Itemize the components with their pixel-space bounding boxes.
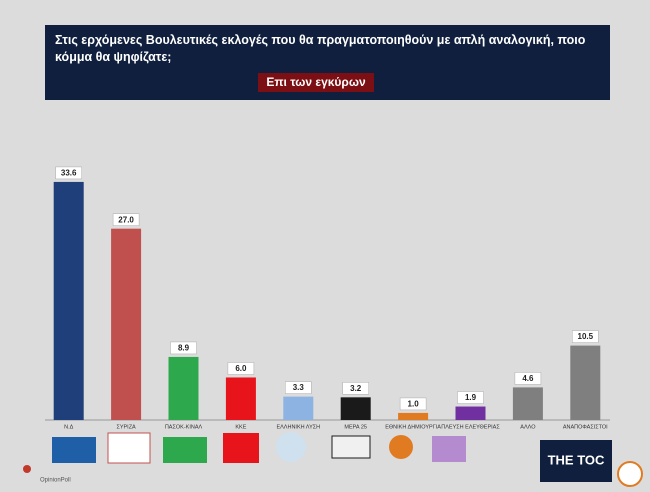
value-label: 1.9 <box>465 393 477 402</box>
x-tick-label: ΜΕΡΑ 25 <box>344 424 367 430</box>
chart-subtitle: Επι των εγκύρων <box>266 75 366 89</box>
value-label-box <box>399 397 427 411</box>
bar <box>53 181 84 420</box>
source-logo <box>23 465 31 473</box>
x-tick-label: ΠΛΕΥΣΗ ΕΛΕΥΘΕΡΙΑΣ <box>441 424 500 430</box>
bar <box>455 406 486 420</box>
zoom-icon[interactable] <box>617 461 643 487</box>
chart-title: Στις ερχόμενες Βουλευτικές εκλογές που θ… <box>55 33 586 64</box>
bar <box>111 228 142 420</box>
x-tick-label: ΑΛΛΟ <box>520 424 536 430</box>
value-label-box <box>112 213 140 226</box>
value-label-box <box>227 362 255 375</box>
x-tick-label: ΠΑΣΟΚ-ΚΙΝΑΛ <box>165 424 203 430</box>
value-label-box <box>55 166 82 180</box>
x-tick-label: ΕΛΛΗΝΙΚΗ ΛΥΣΗ <box>276 424 320 430</box>
value-label: 33.6 <box>61 169 77 178</box>
value-label-box <box>285 381 312 394</box>
logo <box>331 435 371 459</box>
bar <box>225 377 256 420</box>
logo <box>223 433 259 463</box>
bar <box>512 387 543 420</box>
bar <box>570 345 601 420</box>
publisher: THE TOC <box>548 452 605 467</box>
bar <box>340 397 371 420</box>
value-label: 27.0 <box>118 215 134 224</box>
value-label-box <box>170 341 197 355</box>
value-label-box <box>342 382 369 395</box>
value-label: 3.3 <box>293 383 305 392</box>
bar <box>283 396 314 420</box>
x-tick-label: ΣΥΡΙΖΑ <box>116 424 136 430</box>
logo <box>389 435 413 459</box>
value-label: 8.9 <box>178 344 190 353</box>
value-label-box <box>457 391 484 404</box>
bar <box>168 356 199 420</box>
value-label: 1.0 <box>408 400 420 409</box>
value-label: 10.5 <box>578 332 594 341</box>
logos <box>23 432 466 473</box>
value-label-box <box>572 330 599 343</box>
bar <box>398 412 429 420</box>
value-label-box <box>514 372 542 385</box>
x-tick-label: Ν.Δ <box>64 424 74 430</box>
x-tick-label: ΕΘΝΙΚΗ ΔΗΜΙΟΥΡΓΙΑ <box>385 424 441 430</box>
value-label: 4.6 <box>522 374 534 383</box>
x-tick-label: ΚΚΕ <box>235 424 246 430</box>
value-label: 6.0 <box>235 364 247 373</box>
logo <box>52 437 96 463</box>
logo <box>163 437 207 463</box>
value-label: 3.2 <box>350 384 362 393</box>
subtitle-box <box>258 73 374 92</box>
logo <box>276 432 306 462</box>
logo <box>432 436 466 462</box>
publisher-box <box>540 440 612 482</box>
source: OpinionPoll <box>40 478 71 484</box>
title-wrap: Στις ερχόμενες Βουλευτικές εκλογές που θ… <box>55 33 586 64</box>
x-tick-label: ΑΝΑΠΟΦΑΣΙΣΤΟΙ <box>563 424 608 430</box>
logo <box>107 432 151 464</box>
